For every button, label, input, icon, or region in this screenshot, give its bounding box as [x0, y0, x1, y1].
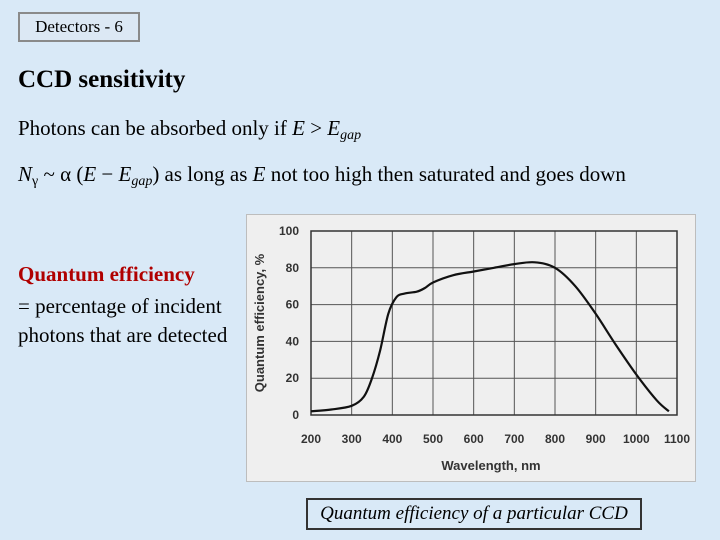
y-tick-label: 100 — [279, 224, 299, 238]
slide-number-tag: Detectors - 6 — [18, 12, 140, 42]
energy-symbol: E — [83, 162, 97, 186]
x-tick-label: 800 — [545, 432, 565, 446]
y-axis-label: Quantum efficiency, % — [252, 253, 267, 392]
energy-symbol-2: E — [252, 162, 266, 186]
qe-chart: 0 20 40 60 80 100 200 300 400 500 600 700 800 900 100… — [246, 214, 696, 482]
energy-symbol: E — [292, 116, 305, 140]
x-tick-labels: 200 300 400 500 600 700 800 900 1000 1100 — [301, 432, 690, 446]
y-tick-label: 80 — [286, 261, 300, 275]
x-tick-label: 1000 — [623, 432, 650, 446]
x-tick-label: 600 — [464, 432, 484, 446]
x-tick-label: 200 — [301, 432, 321, 446]
gap-energy-symbol: E — [327, 116, 341, 140]
slide-title: CCD sensitivity — [18, 66, 186, 93]
y-tick-label: 40 — [286, 334, 300, 348]
minus-symbol: − — [96, 162, 119, 186]
qe-curve-line — [310, 261, 670, 413]
condition-text: ) as long as — [152, 162, 253, 186]
y-tick-label: 20 — [286, 371, 300, 385]
greater-than-symbol: > — [304, 116, 328, 140]
gamma-subscript: γ — [32, 174, 39, 189]
absorption-condition-text: Photons can be absorbed only if E > Egap — [18, 116, 361, 144]
qe-chart-svg: 0 20 40 60 80 100 200 300 400 500 600 700 800 900 100… — [252, 224, 690, 473]
quantum-efficiency-heading: Quantum efficiency — [18, 262, 195, 286]
chart-grid — [310, 230, 678, 416]
x-tick-label: 300 — [342, 432, 362, 446]
chart-caption: Quantum efficiency of a particular CCD — [306, 498, 642, 530]
photon-count-symbol: N — [18, 162, 33, 186]
quantum-efficiency-definition: = percentage of incident photons that ar… — [18, 294, 228, 347]
x-tick-label: 700 — [504, 432, 524, 446]
x-tick-label: 500 — [423, 432, 443, 446]
y-tick-labels: 0 20 40 60 80 100 — [279, 224, 299, 422]
x-axis-label: Wavelength, nm — [441, 458, 540, 473]
photon-count-relation-text: Nγ ~ α (E − Egap) as long as E not too h… — [18, 160, 698, 196]
saturation-text: not too high then saturated and goes dow… — [265, 162, 626, 186]
x-tick-label: 900 — [586, 432, 606, 446]
absorption-text: Photons can be absorbed only if — [18, 116, 293, 140]
y-tick-label: 0 — [292, 408, 299, 422]
gap-subscript: gap — [340, 128, 362, 143]
x-tick-label: 1100 — [664, 432, 690, 446]
gap-subscript: gap — [131, 174, 153, 189]
plot-area-border — [310, 230, 678, 416]
y-tick-label: 60 — [286, 298, 300, 312]
gap-energy-symbol: E — [118, 162, 132, 186]
proportional-text: ~ α ( — [38, 162, 84, 186]
x-tick-label: 400 — [382, 432, 402, 446]
